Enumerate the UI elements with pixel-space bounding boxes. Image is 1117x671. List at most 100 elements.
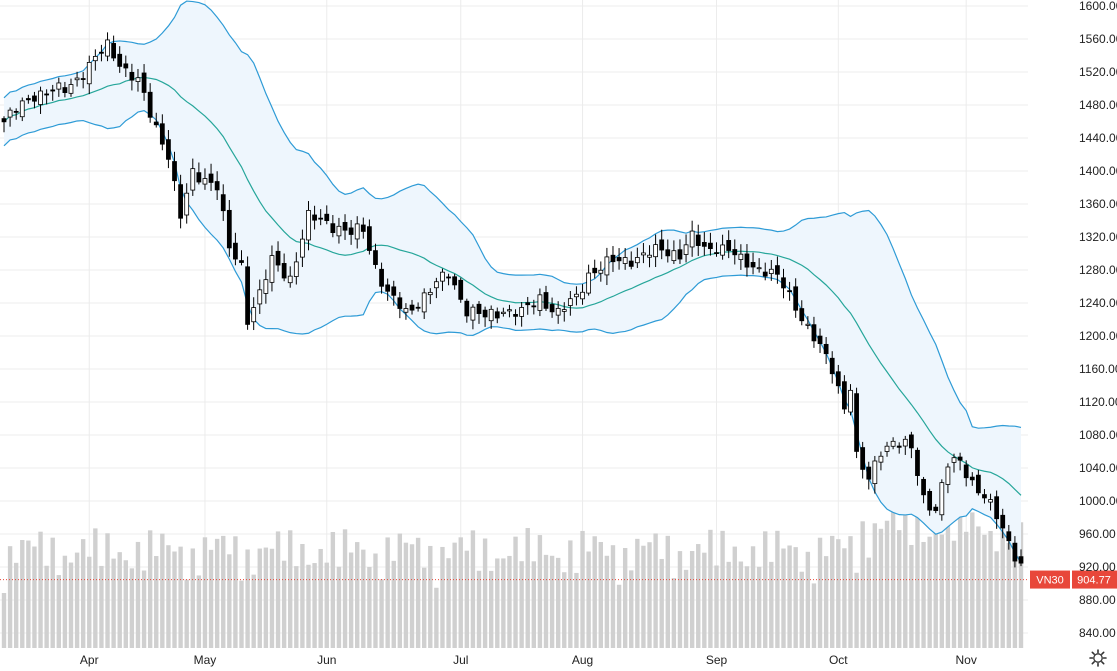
candle-body [823,343,829,355]
candle [409,299,415,315]
candle-body [415,306,421,309]
candle-body [982,494,987,499]
candle-body [494,311,500,319]
candle-body [1000,514,1006,529]
volume-bar [702,552,707,648]
candle [842,375,847,414]
candle [732,239,738,265]
y-tick-label: 1400.00 [1079,164,1117,178]
volume-bar [446,558,451,648]
volume-bar [470,530,476,648]
candle-body [872,460,878,485]
candle-body [385,284,391,292]
candle-body [695,234,701,246]
candle-body [543,292,549,309]
candle [854,387,859,459]
candle-body [732,249,738,256]
candle [68,78,74,97]
candle-body [677,249,683,260]
volume-bar [166,545,171,648]
candle-body [531,305,537,308]
candle-body [647,254,652,258]
candle [220,184,226,221]
candle-body [330,223,336,233]
volume-bar [555,557,561,648]
candles [1,32,1024,568]
settings-gear-icon[interactable] [1088,648,1108,668]
volume-bar [830,535,835,648]
candle [507,304,512,318]
candle-body [367,226,372,251]
candle [226,199,232,257]
candle-body [312,214,317,221]
candle [190,158,196,196]
volume-bar [872,523,878,648]
volume-bar [269,548,275,648]
volume-bar [677,551,683,648]
candle-body [738,253,744,260]
candle [446,273,451,286]
volume-bar [568,540,573,648]
candle-body [269,255,275,283]
candle [647,245,652,268]
candle-body [275,250,281,266]
band-fill [4,1,1021,564]
candle [56,77,62,97]
candle-body [671,250,677,262]
last-price-tag-bg [1072,570,1117,589]
candle-body [202,178,208,185]
candle [890,437,896,450]
candle [233,232,238,266]
candle-body [781,277,786,289]
volume-bar [665,535,670,648]
volume-bar [93,528,98,648]
volume-bar [74,552,80,648]
candle [939,479,945,521]
candle [470,304,476,330]
candle [306,201,311,251]
volume-bar [963,531,969,648]
candle-body [458,279,464,300]
volume-bar [598,542,603,648]
candle [50,84,56,101]
volume-bar [501,558,506,648]
candle-body [257,289,263,305]
volume-bar [897,530,902,648]
volume-bar [245,549,250,648]
candle-body [62,87,68,94]
volume-bar [671,578,677,648]
y-tick-label: 1440.00 [1079,131,1117,145]
candle-body [1,118,7,123]
candle-body [440,271,445,282]
candle [519,302,525,327]
volume-bar [288,530,293,648]
candle [896,442,902,454]
candle [360,217,366,239]
candle-body [598,269,604,274]
y-tick-label: 1520.00 [1079,65,1117,79]
volume-bar [184,579,189,648]
volume-bar [848,536,853,648]
volume-bar [56,575,62,648]
candle [829,351,835,384]
volume-bar [562,572,567,648]
y-tick-label: 1560.00 [1079,32,1117,46]
volume-bar [750,546,756,648]
candle [251,297,257,331]
candle [543,285,549,311]
candle-body [610,254,616,263]
candle [202,168,208,190]
candle [1,116,7,133]
candle-body [890,440,896,447]
volume-bar [99,565,104,648]
candle-body [884,445,890,452]
candle [111,35,116,62]
volume-bar [26,540,31,648]
candle [421,288,427,319]
candle-body [354,223,360,240]
volume-bar [123,560,128,648]
volume-bar [348,552,354,648]
candle [975,469,981,496]
volume-bar [1018,522,1024,648]
candle [872,455,878,494]
